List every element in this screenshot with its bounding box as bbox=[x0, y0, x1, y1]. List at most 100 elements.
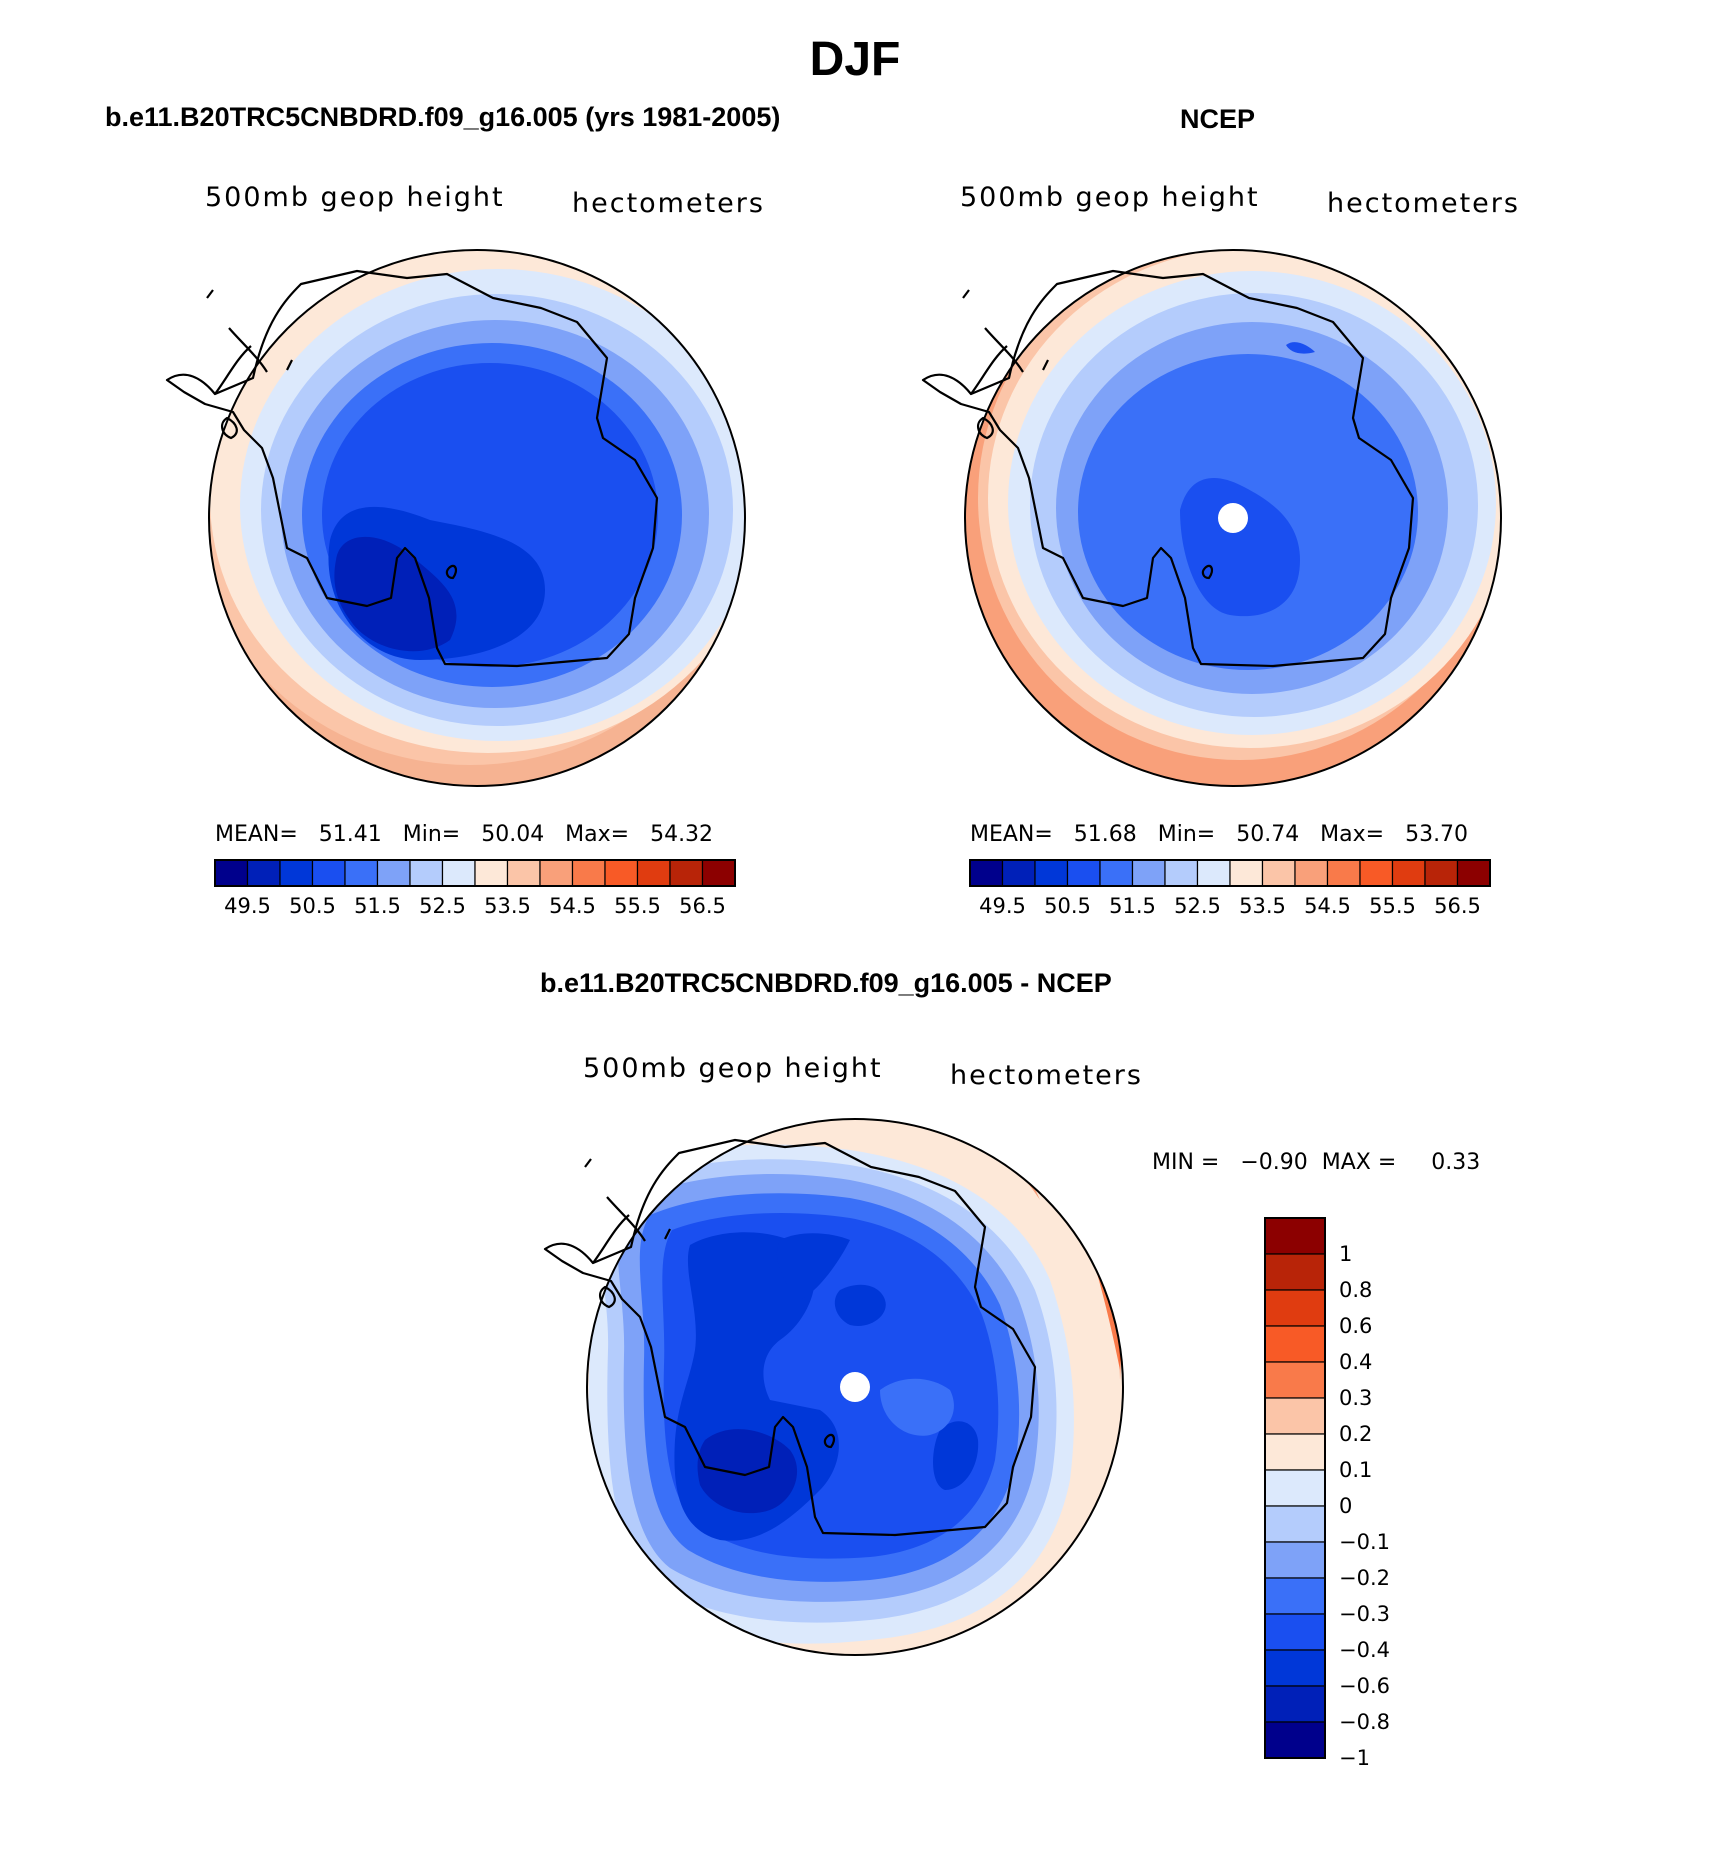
panel1-units: hectometers bbox=[572, 188, 765, 219]
colorbar-swatch bbox=[1264, 1325, 1326, 1363]
colorbar-tick-label: 54.5 bbox=[549, 894, 596, 918]
colorbar-swatch bbox=[1164, 859, 1199, 887]
colorbar-tick-label: −0.2 bbox=[1339, 1566, 1390, 1590]
panel3-units: hectometers bbox=[950, 1060, 1143, 1091]
colorbar-tick-label: 0.3 bbox=[1339, 1386, 1372, 1410]
colorbar-swatch bbox=[1264, 1721, 1326, 1759]
colorbar-tick-label: −0.1 bbox=[1339, 1530, 1390, 1554]
coastline bbox=[165, 269, 659, 668]
panel3-heading: b.e11.B20TRC5CNBDRD.f09_g16.005 - NCEP bbox=[540, 968, 1112, 998]
colorbar-swatch bbox=[1261, 859, 1296, 887]
colorbar-tick-label: 0.4 bbox=[1339, 1350, 1372, 1374]
map-boundary bbox=[586, 1118, 1124, 1656]
colorbar-swatch bbox=[1034, 859, 1069, 887]
colorbar-swatch bbox=[1264, 1649, 1326, 1687]
colorbar-tick-label: 0.6 bbox=[1339, 1314, 1372, 1338]
panel3-variable: 500mb geop height bbox=[583, 1053, 883, 1084]
colorbar-swatch bbox=[1264, 1577, 1326, 1615]
colorbar-swatch bbox=[1264, 1253, 1326, 1291]
colorbar-swatch bbox=[1294, 859, 1329, 887]
panel3-stats: MIN = −0.90 MAX = 0.33 bbox=[1152, 1150, 1481, 1175]
colorbar-swatch bbox=[246, 859, 281, 887]
colorbar-swatch bbox=[214, 859, 249, 887]
colorbar-tick-label: 50.5 bbox=[289, 894, 336, 918]
map-panel-model bbox=[165, 249, 746, 787]
colorbar-swatch bbox=[701, 859, 736, 887]
pole-marker bbox=[1218, 503, 1248, 533]
map-boundary bbox=[964, 249, 1502, 787]
colorbar-tick-label: 0.8 bbox=[1339, 1278, 1372, 1302]
colorbar-tick-label: −0.6 bbox=[1339, 1674, 1390, 1698]
colorbar-frame bbox=[1264, 1217, 1326, 1759]
colorbar-swatch bbox=[1066, 859, 1101, 887]
colorbar-swatch bbox=[1196, 859, 1231, 887]
map-boundary bbox=[208, 249, 746, 787]
colorbar-ncep: 49.5 50.5 51.5 52.5 53.5 54.5 55.5 56.5 bbox=[969, 859, 1491, 918]
panel1-heading: b.e11.B20TRC5CNBDRD.f09_g16.005 (yrs 198… bbox=[105, 102, 781, 132]
colorbar-swatch bbox=[279, 859, 314, 887]
colorbar-difference: 1 0.8 0.6 0.4 0.3 0.2 0.1 0 −0.1 −0.2 −0.3 −0.4 −0.6… bbox=[1264, 1217, 1390, 1770]
colorbar-swatch bbox=[1099, 859, 1134, 887]
map-panel-ncep bbox=[921, 249, 1502, 787]
colorbar-swatch bbox=[1264, 1505, 1326, 1543]
colorbar-tick-label: 0 bbox=[1339, 1494, 1352, 1518]
colorbar-swatch bbox=[1264, 1397, 1326, 1435]
panel2-variable: 500mb geop height bbox=[960, 182, 1260, 213]
contour-fill bbox=[1286, 342, 1315, 354]
colorbar-tick-label: 55.5 bbox=[1369, 894, 1416, 918]
colorbar-swatch bbox=[1264, 1217, 1326, 1255]
colorbar-swatch bbox=[409, 859, 444, 887]
colorbar-tick-label: −1 bbox=[1339, 1746, 1370, 1770]
colorbar-tick-label: 53.5 bbox=[484, 894, 531, 918]
colorbar-tick-label: 54.5 bbox=[1304, 894, 1351, 918]
colorbar-swatch bbox=[1391, 859, 1426, 887]
colorbar-swatch bbox=[1001, 859, 1036, 887]
colorbar-swatch bbox=[1264, 1433, 1326, 1471]
coastline bbox=[921, 269, 1415, 668]
colorbar-tick-label: 56.5 bbox=[1434, 894, 1481, 918]
colorbar-swatch bbox=[311, 859, 346, 887]
contour-fill bbox=[334, 536, 457, 652]
colorbar-swatch bbox=[969, 859, 1004, 887]
map-panel-difference bbox=[543, 1118, 1124, 1656]
colorbar-swatch bbox=[1229, 859, 1264, 887]
panel1-stats: MEAN= 51.41 Min= 50.04 Max= 54.32 bbox=[215, 822, 714, 847]
contour-fill bbox=[880, 1378, 954, 1436]
colorbar-tick-label: 1 bbox=[1339, 1242, 1352, 1266]
colorbar-swatch bbox=[636, 859, 671, 887]
colorbar-swatch bbox=[344, 859, 379, 887]
colorbar-swatch bbox=[1264, 1685, 1326, 1723]
colorbar-swatch bbox=[669, 859, 704, 887]
colorbar-swatch bbox=[441, 859, 476, 887]
colorbar-tick-label: 52.5 bbox=[419, 894, 466, 918]
colorbar-tick-label: 51.5 bbox=[1109, 894, 1156, 918]
colorbar-tick-label: 50.5 bbox=[1044, 894, 1091, 918]
colorbar-swatch bbox=[1264, 1613, 1326, 1651]
colorbar-tick-label: 56.5 bbox=[679, 894, 726, 918]
colorbar-swatch bbox=[1456, 859, 1491, 887]
colorbar-swatch bbox=[1131, 859, 1166, 887]
panel1-variable: 500mb geop height bbox=[205, 182, 505, 213]
colorbar-swatch bbox=[1359, 859, 1394, 887]
panel2-heading: NCEP bbox=[1180, 104, 1256, 134]
panel2-units: hectometers bbox=[1327, 188, 1520, 219]
colorbar-tick-label: 55.5 bbox=[614, 894, 661, 918]
colorbar-swatch bbox=[1264, 1361, 1326, 1399]
colorbar-model: 49.5 50.5 51.5 52.5 53.5 54.5 55.5 56.5 bbox=[214, 859, 736, 918]
colorbar-tick-label: 49.5 bbox=[224, 894, 271, 918]
colorbar-tick-label: 0.2 bbox=[1339, 1422, 1372, 1446]
contour-fill bbox=[776, 1233, 850, 1300]
colorbar-tick-label: 49.5 bbox=[979, 894, 1026, 918]
colorbar-swatch bbox=[571, 859, 606, 887]
colorbar-swatch bbox=[506, 859, 541, 887]
coastline bbox=[543, 1138, 1037, 1537]
colorbar-frame bbox=[969, 859, 1491, 887]
colorbar-swatch bbox=[539, 859, 574, 887]
colorbar-tick-label: 52.5 bbox=[1174, 894, 1221, 918]
colorbar-tick-label: −0.4 bbox=[1339, 1638, 1390, 1662]
contour-fill bbox=[1180, 477, 1300, 617]
colorbar-frame bbox=[214, 859, 736, 887]
colorbar-swatch bbox=[1264, 1289, 1326, 1327]
colorbar-swatch bbox=[474, 859, 509, 887]
